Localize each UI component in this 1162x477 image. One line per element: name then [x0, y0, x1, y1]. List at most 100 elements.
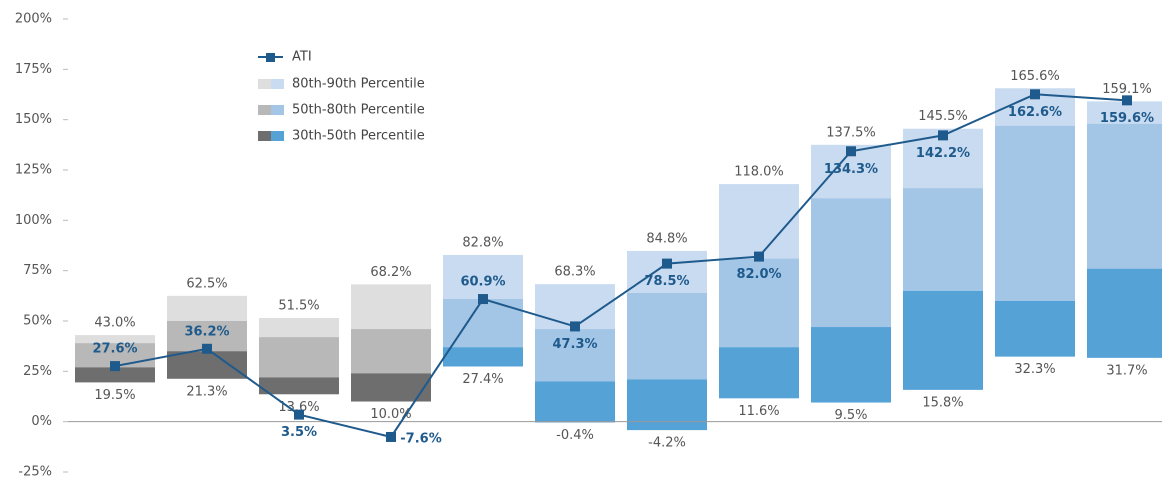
bar-segment — [903, 290, 983, 390]
y-tick-label: 50% — [23, 314, 52, 329]
top-label: 68.2% — [370, 265, 411, 280]
y-tick-label: 75% — [23, 263, 52, 278]
ati-label: 47.3% — [552, 337, 597, 352]
ati-marker — [294, 409, 304, 420]
legend-swatch — [258, 105, 271, 115]
legend-swatch — [271, 105, 284, 115]
y-tick-label: 200% — [15, 12, 52, 27]
bar-segment — [75, 335, 155, 344]
top-label: 145.5% — [918, 109, 968, 124]
y-tick-label: 125% — [15, 163, 52, 178]
ati-label: 162.6% — [1008, 105, 1062, 120]
top-label: 82.8% — [462, 235, 503, 250]
y-tick-label: 100% — [15, 213, 52, 228]
legend: ATI 80th-90th Percentile 50th-80th Percent… — [258, 50, 425, 144]
ati-marker — [1122, 95, 1132, 106]
bar-segment — [443, 254, 523, 299]
ati-label: 78.5% — [644, 274, 689, 289]
bar-segment — [811, 327, 891, 403]
ati-marker — [754, 251, 764, 262]
bar-segment — [1087, 101, 1162, 124]
ati-label: 36.2% — [184, 324, 229, 339]
ati-label: 134.3% — [824, 162, 878, 177]
ati-label: 142.2% — [916, 146, 970, 161]
bar-segment — [811, 198, 891, 328]
bar-segment — [351, 373, 431, 402]
y-tick-label: -25% — [18, 465, 52, 477]
ati-label: 159.6% — [1100, 111, 1154, 126]
bottom-label: 9.5% — [834, 408, 867, 423]
top-label: 51.5% — [278, 298, 319, 313]
bar-segment — [719, 184, 799, 259]
bottom-label: -4.2% — [648, 436, 686, 451]
legend-text: 30th-50th Percentile — [292, 129, 425, 144]
top-label: 159.1% — [1102, 82, 1152, 97]
bar-segment — [903, 188, 983, 291]
bottom-label: 15.8% — [922, 395, 963, 410]
ati-marker — [938, 130, 948, 141]
bar-segment — [1087, 268, 1162, 358]
bar-segment — [627, 292, 707, 380]
bar-segment — [351, 284, 431, 330]
top-label: 118.0% — [734, 165, 784, 180]
legend-text: ATI — [292, 50, 312, 65]
legend-swatch — [271, 131, 284, 141]
bottom-label: 32.3% — [1014, 362, 1055, 377]
ati-label: 82.0% — [736, 267, 781, 282]
ati-label: 27.6% — [92, 342, 137, 357]
top-label: 137.5% — [826, 125, 876, 140]
bar-segment — [719, 347, 799, 399]
y-tick-label: 0% — [31, 414, 52, 429]
ati-marker — [662, 258, 672, 269]
bar-segment — [75, 367, 155, 383]
bottom-label: 13.6% — [278, 400, 319, 415]
bar-segment — [443, 347, 523, 367]
top-label: 84.8% — [646, 231, 687, 246]
ati-label: -7.6% — [400, 431, 441, 446]
y-tick-label: 175% — [15, 62, 52, 77]
bar-segment — [259, 337, 339, 378]
bar-segment — [627, 379, 707, 431]
y-tick-label: 150% — [15, 112, 52, 127]
ati-label: 60.9% — [460, 275, 505, 290]
bar-segment — [167, 295, 247, 321]
bar-segment — [627, 250, 707, 293]
bar-segment — [167, 351, 247, 379]
bar-segment — [259, 377, 339, 395]
ati-marker — [110, 361, 120, 372]
bar-segment — [351, 329, 431, 374]
bottom-label: -0.4% — [556, 428, 594, 443]
ati-marker — [478, 294, 488, 305]
ati-marker — [570, 321, 580, 332]
bottom-label: 27.4% — [462, 372, 503, 387]
bottom-label: 21.3% — [186, 384, 227, 399]
y-tick-label: 25% — [23, 364, 52, 379]
legend-swatch — [258, 131, 271, 141]
bottom-label: 19.5% — [94, 388, 135, 403]
bottom-label: 31.7% — [1106, 363, 1147, 378]
bottom-label: 11.6% — [738, 404, 779, 419]
bar-segment — [995, 125, 1075, 301]
legend-marker — [266, 53, 275, 62]
ati-line — [114, 93, 1128, 439]
bar-segment — [259, 317, 339, 338]
top-label: 62.5% — [186, 276, 227, 291]
ati-marker — [1030, 89, 1040, 100]
ati-marker — [846, 146, 856, 157]
top-label: 68.3% — [554, 265, 595, 280]
bar-segment — [1087, 123, 1162, 269]
top-label: 165.6% — [1010, 69, 1060, 84]
ati-label: 3.5% — [281, 425, 317, 440]
bar-segment — [535, 329, 615, 382]
legend-swatch — [258, 79, 271, 89]
bar-segment — [719, 258, 799, 348]
legend-swatch — [271, 79, 284, 89]
legend-text: 50th-80th Percentile — [292, 103, 425, 118]
ati-marker — [202, 343, 212, 354]
bar-segment — [535, 381, 615, 423]
top-label: 43.0% — [94, 316, 135, 331]
bottom-label: 10.0% — [370, 407, 411, 422]
bar-segment — [995, 300, 1075, 357]
legend-text: 80th-90th Percentile — [292, 77, 425, 92]
